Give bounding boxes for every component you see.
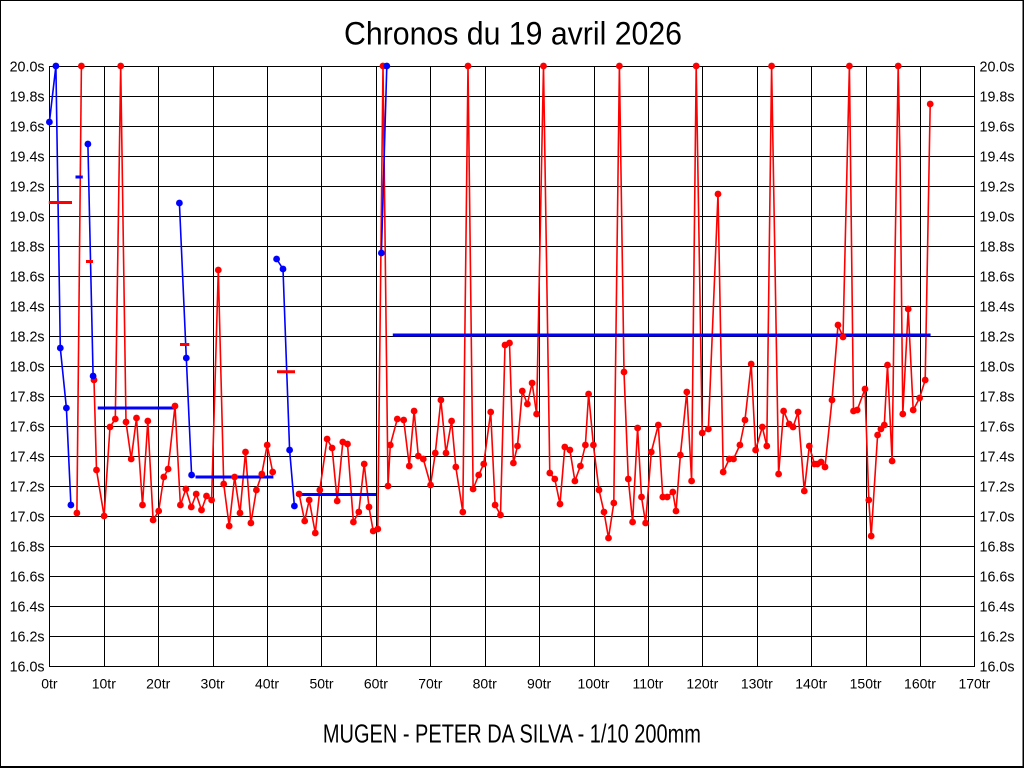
- svg-text:0tr: 0tr: [41, 675, 58, 691]
- svg-text:19.8s: 19.8s: [980, 89, 1015, 106]
- svg-text:19.6s: 19.6s: [10, 119, 45, 136]
- svg-text:17.4s: 17.4s: [10, 449, 45, 466]
- svg-text:16.8s: 16.8s: [980, 539, 1015, 556]
- svg-text:17.2s: 17.2s: [980, 479, 1015, 496]
- svg-text:110tr: 110tr: [632, 675, 663, 691]
- svg-text:20tr: 20tr: [146, 675, 170, 691]
- svg-text:18.4s: 18.4s: [980, 299, 1015, 316]
- svg-text:130tr: 130tr: [741, 675, 773, 691]
- svg-text:19.4s: 19.4s: [980, 149, 1015, 166]
- svg-text:18.2s: 18.2s: [10, 329, 45, 346]
- svg-text:18.6s: 18.6s: [980, 269, 1015, 286]
- svg-text:90tr: 90tr: [527, 675, 551, 691]
- svg-text:30tr: 30tr: [201, 675, 225, 691]
- svg-text:19.2s: 19.2s: [10, 179, 45, 196]
- svg-text:16.8s: 16.8s: [10, 539, 45, 556]
- svg-text:70tr: 70tr: [418, 675, 442, 691]
- svg-text:19.8s: 19.8s: [10, 89, 45, 106]
- svg-text:17.2s: 17.2s: [10, 479, 45, 496]
- svg-text:150tr: 150tr: [850, 675, 882, 691]
- svg-text:17.0s: 17.0s: [980, 509, 1015, 526]
- svg-text:17.6s: 17.6s: [10, 419, 45, 436]
- svg-text:16.6s: 16.6s: [980, 569, 1015, 586]
- svg-text:19.0s: 19.0s: [10, 209, 45, 226]
- svg-text:18.0s: 18.0s: [10, 359, 45, 376]
- svg-text:50tr: 50tr: [309, 675, 333, 691]
- svg-text:18.8s: 18.8s: [980, 239, 1015, 256]
- svg-text:19.4s: 19.4s: [10, 149, 45, 166]
- svg-text:16.4s: 16.4s: [980, 599, 1015, 616]
- svg-text:16.0s: 16.0s: [10, 659, 45, 676]
- svg-text:Chronos du 19 avril 2026: Chronos du 19 avril 2026: [344, 15, 682, 51]
- svg-text:18.8s: 18.8s: [10, 239, 45, 256]
- svg-text:17.8s: 17.8s: [10, 389, 45, 406]
- svg-text:17.4s: 17.4s: [980, 449, 1015, 466]
- svg-text:16.0s: 16.0s: [980, 659, 1015, 676]
- svg-text:20.0s: 20.0s: [10, 59, 45, 76]
- svg-text:18.4s: 18.4s: [10, 299, 45, 316]
- svg-text:16.2s: 16.2s: [10, 629, 45, 646]
- svg-text:18.2s: 18.2s: [980, 329, 1015, 346]
- svg-text:120tr: 120tr: [686, 675, 718, 691]
- svg-text:18.6s: 18.6s: [10, 269, 45, 286]
- svg-text:17.8s: 17.8s: [980, 389, 1015, 406]
- svg-text:19.0s: 19.0s: [980, 209, 1015, 226]
- svg-text:20.0s: 20.0s: [980, 59, 1015, 76]
- svg-text:160tr: 160tr: [904, 675, 936, 691]
- svg-text:19.6s: 19.6s: [980, 119, 1015, 136]
- svg-text:18.0s: 18.0s: [980, 359, 1015, 376]
- svg-text:80tr: 80tr: [473, 675, 497, 691]
- svg-text:100tr: 100tr: [578, 675, 610, 691]
- svg-text:16.4s: 16.4s: [10, 599, 45, 616]
- svg-text:16.2s: 16.2s: [980, 629, 1015, 646]
- svg-text:40tr: 40tr: [255, 675, 279, 691]
- svg-text:60tr: 60tr: [364, 675, 388, 691]
- svg-text:170tr: 170tr: [958, 675, 990, 691]
- svg-text:10tr: 10tr: [92, 675, 116, 691]
- svg-text:19.2s: 19.2s: [980, 179, 1015, 196]
- svg-text:17.0s: 17.0s: [10, 509, 45, 526]
- svg-text:140tr: 140tr: [795, 675, 827, 691]
- svg-text:MUGEN - PETER DA SILVA - 1/10: MUGEN - PETER DA SILVA - 1/10 200mm: [323, 718, 701, 748]
- svg-text:16.6s: 16.6s: [10, 569, 45, 586]
- svg-text:17.6s: 17.6s: [980, 419, 1015, 436]
